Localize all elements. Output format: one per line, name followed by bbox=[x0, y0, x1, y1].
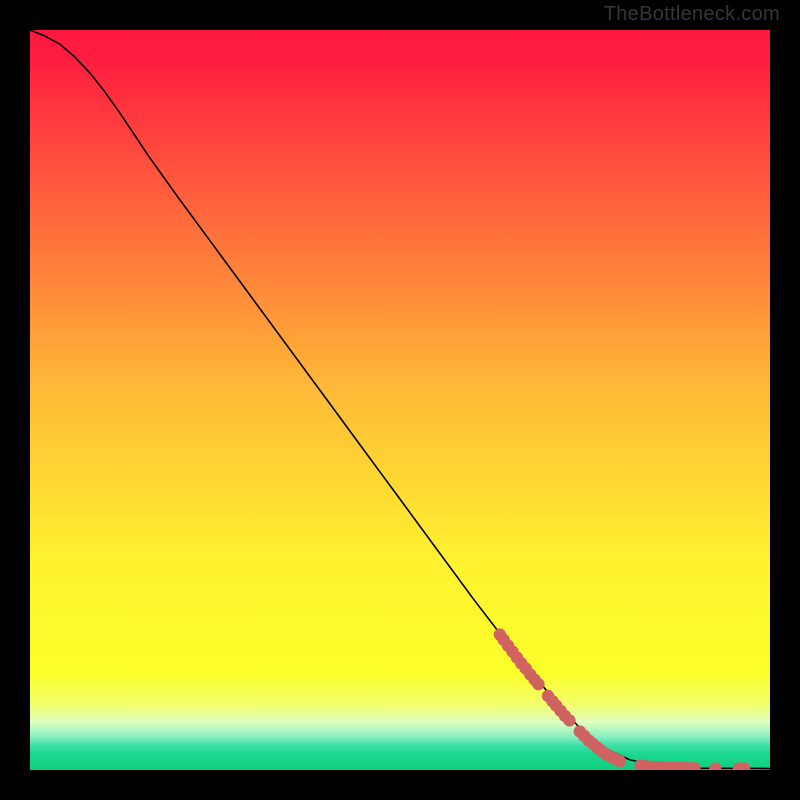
scatter-point bbox=[532, 678, 544, 690]
curve-line bbox=[30, 30, 770, 769]
plot-area bbox=[30, 30, 770, 770]
scatter-point bbox=[709, 762, 721, 770]
scatter-point bbox=[614, 755, 626, 767]
chart-overlay-svg bbox=[30, 30, 770, 770]
watermark-text: TheBottleneck.com bbox=[604, 3, 780, 26]
scatter-point bbox=[563, 714, 575, 726]
